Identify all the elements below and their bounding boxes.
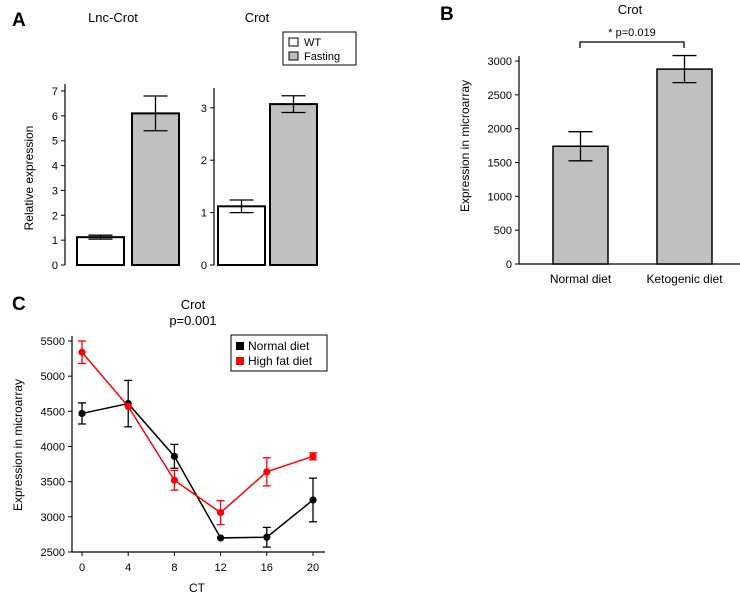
y-tick-label: 3 (201, 103, 207, 115)
y-tick-label: 2000 (488, 124, 512, 136)
x-tick-label: 20 (307, 562, 319, 574)
legend-c-label: High fat diet (248, 354, 313, 368)
data-point (309, 496, 317, 504)
chart-a-lnc-crot: 0 1 2 3 4 5 6 7 Lnc-Crot Relative expression (22, 10, 180, 272)
y-tick-label: 2500 (41, 547, 65, 559)
x-tick-label: 0 (79, 562, 85, 574)
y-tick-label: 3500 (41, 477, 65, 489)
panel-letter-a: A (12, 10, 26, 31)
chart-title: Crot (181, 297, 206, 312)
bar (656, 68, 713, 265)
legend-a-fasting-label: Fasting (304, 51, 340, 63)
y-axis-label: Expression in microarray (11, 379, 25, 511)
x-category-label: Normal diet (550, 272, 612, 286)
y-tick-label: 5 (52, 136, 58, 148)
y-tick-label: 7 (52, 86, 58, 98)
y-tick-label: 3000 (488, 56, 512, 68)
chart-title: Lnc-Crot (88, 10, 138, 25)
legend-a-fasting-swatch (288, 51, 299, 61)
y-tick-label: 1 (201, 208, 207, 220)
y-tick-label: 5000 (41, 371, 65, 383)
panel-letter-c: C (12, 294, 26, 315)
y-tick-label: 2 (52, 210, 58, 222)
chart-c-crot: 2500 3000 3500 4000 4500 5000 5500 0 4 8 12 16 20 CT E… (11, 297, 328, 595)
y-tick-label: 1000 (488, 191, 512, 203)
x-tick-label: 16 (261, 562, 273, 574)
significance-bracket (579, 41, 685, 48)
data-point (170, 452, 178, 460)
legend-c-label: Normal diet (248, 339, 310, 353)
x-tick-label: 4 (125, 562, 131, 574)
legend-a: WT Fasting (282, 31, 357, 66)
y-tick-label: 3 (52, 185, 58, 197)
y-tick-label: 4000 (41, 442, 65, 454)
y-tick-label: 0 (201, 260, 207, 272)
legend-a-wt-label: WT (304, 37, 321, 49)
data-point (263, 533, 271, 541)
x-category-label: Ketogenic diet (646, 272, 723, 286)
y-axis-label: Expression in microarray (458, 80, 472, 212)
legend-c-swatch (236, 342, 244, 350)
y-tick-label: 2 (201, 155, 207, 167)
y-tick-label: 4 (52, 161, 58, 173)
y-tick-label: 1500 (488, 158, 512, 170)
significance-label: * p=0.019 (608, 27, 655, 39)
series-line (81, 402, 314, 539)
x-axis-label: CT (189, 581, 206, 595)
y-tick-label: 6 (52, 111, 58, 123)
data-point (124, 402, 132, 411)
y-tick-label: 500 (494, 225, 512, 237)
legend-c-box (230, 334, 328, 372)
chart-subtitle: p=0.001 (169, 313, 216, 328)
x-tick-label: 12 (214, 562, 226, 574)
y-tick-label: 0 (506, 259, 512, 271)
y-tick-label: 2500 (488, 90, 512, 102)
x-tick-label: 8 (171, 562, 177, 574)
y-tick-label: 4500 (41, 406, 65, 418)
data-point (217, 534, 225, 542)
y-tick-label: 1 (52, 235, 58, 247)
bar (131, 112, 180, 266)
chart-b-crot: 0 500 1000 1500 2000 2500 3000 Normal diet Ketog… (458, 2, 740, 286)
series-line (81, 351, 314, 514)
panel-letter-b: B (440, 4, 454, 25)
data-point (263, 468, 271, 476)
y-tick-label: 5500 (41, 336, 65, 348)
chart-a-crot: 0 1 2 3 Crot (201, 10, 318, 272)
chart-title: Crot (245, 10, 270, 25)
data-point (217, 509, 225, 517)
legend-c-swatch (236, 357, 244, 365)
bar (552, 145, 609, 265)
bar (76, 236, 125, 267)
bar (269, 103, 318, 267)
bar (217, 205, 266, 266)
y-tick-label: 0 (52, 260, 58, 272)
data-point (309, 452, 317, 460)
data-point (78, 409, 86, 418)
y-tick-label: 3000 (41, 512, 65, 524)
data-point (78, 348, 86, 356)
data-point (170, 476, 178, 484)
legend-a-wt-swatch (288, 37, 299, 47)
y-axis-label: Relative expression (22, 126, 36, 231)
chart-title: Crot (618, 2, 643, 17)
